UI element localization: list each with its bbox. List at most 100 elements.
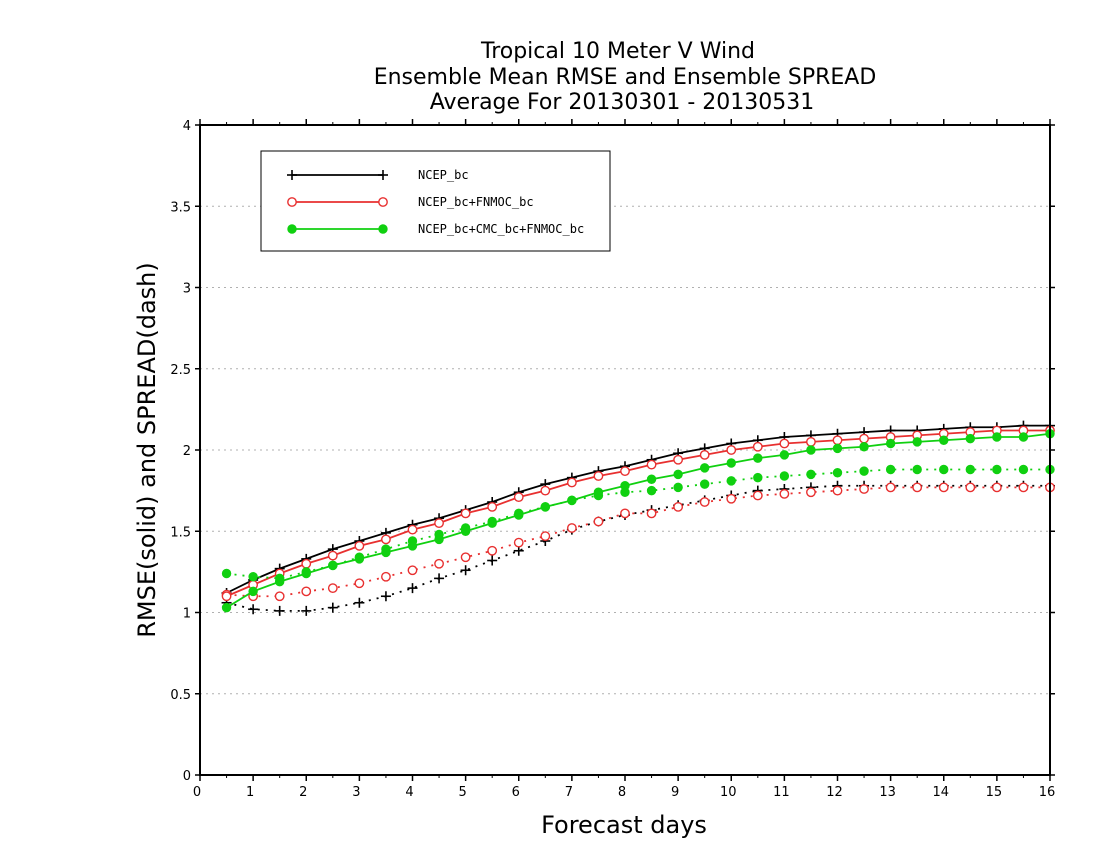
rmse-point (699, 463, 710, 473)
rmse-point (221, 591, 232, 602)
rmse-point (726, 458, 736, 468)
spread-point (354, 597, 365, 608)
rmse-line (226, 424, 1050, 594)
rmse-point (407, 524, 418, 535)
spread-point (752, 490, 763, 501)
x-tick-label: 0 (193, 785, 201, 800)
rmse-point (673, 454, 684, 465)
rmse-point (992, 432, 1002, 442)
y-tick-label: 1.5 (170, 525, 191, 540)
legend-marker-end (378, 197, 388, 207)
rmse-point (274, 576, 285, 587)
spread-point (274, 605, 285, 616)
rmse-point (753, 453, 763, 463)
x-tick-label: 2 (299, 785, 307, 800)
rmse-point (381, 534, 391, 545)
spread-point (248, 572, 258, 582)
x-tick-label: 1 (246, 785, 254, 800)
spread-point (753, 472, 763, 483)
spread-point (726, 476, 736, 486)
rmse-point (487, 501, 498, 512)
spread-point (301, 605, 312, 616)
plot-area (221, 420, 1055, 616)
rmse-point (301, 558, 312, 569)
spread-point (699, 479, 710, 489)
spread-point (380, 591, 391, 602)
x-tick-label: 16 (1039, 785, 1056, 800)
rmse-point (460, 526, 471, 536)
series-NCEP_bc+FNMOC_bc (221, 425, 1055, 602)
rmse-line (226, 429, 1050, 598)
x-tick-label: 3 (352, 785, 360, 800)
rmse-point (327, 550, 338, 561)
rmse-point (965, 433, 976, 444)
spread-point (221, 568, 232, 579)
y-axis-label: RMSE(solid) and SPREAD(dash) (133, 262, 161, 638)
x-tick-label: 6 (512, 785, 520, 800)
y-tick-label: 1 (183, 607, 191, 622)
x-tick-label: 10 (720, 785, 737, 800)
spread-point (620, 508, 630, 519)
rmse-point (806, 445, 816, 455)
rmse-point (593, 471, 604, 481)
spread-point (566, 523, 577, 533)
x-tick-label: 13 (879, 785, 896, 800)
spread-point (912, 482, 923, 493)
spread-point (832, 468, 843, 478)
x-tick-label: 7 (565, 785, 573, 800)
spread-point (274, 591, 285, 602)
rmse-point (487, 518, 497, 528)
rmse-point (806, 436, 816, 447)
rmse-point (567, 495, 577, 506)
spread-point (965, 464, 976, 475)
rmse-point (673, 469, 683, 480)
chart-title-line-2: Ensemble Mean RMSE and Ensemble SPREAD (374, 65, 877, 90)
spread-point (1018, 482, 1029, 493)
chart-title: Tropical 10 Meter V Wind Ensemble Mean R… (374, 39, 877, 115)
spread-point (248, 604, 259, 615)
legend-label: NCEP_bc+CMC_bc+FNMOC_bc (418, 222, 584, 236)
legend-marker-start (287, 197, 297, 207)
rmse-point (540, 502, 551, 512)
legend-marker-end (378, 224, 388, 234)
rmse-point (699, 449, 710, 460)
rmse-point (407, 541, 418, 551)
spread-point (673, 482, 683, 493)
rmse-point (381, 547, 391, 558)
series-NCEP_bc+CMC_bc+FNMOC_bc (221, 429, 1055, 613)
rmse-point (354, 540, 365, 551)
x-tick-label: 14 (932, 785, 949, 800)
rmse-point (779, 450, 790, 460)
x-tick-label: 9 (671, 785, 679, 800)
rmse-point (221, 602, 232, 613)
grid-lines (200, 205, 1050, 695)
spread-point (460, 565, 471, 576)
spread-point (939, 464, 949, 475)
rmse-point (779, 438, 790, 449)
legend-marker-start (287, 224, 297, 234)
spread-point (646, 508, 657, 519)
legend-entry: NCEP_bc+CMC_bc+FNMOC_bc (287, 222, 584, 236)
rmse-point (885, 438, 896, 449)
x-tick-label: 11 (773, 785, 790, 800)
spread-point (434, 558, 444, 569)
x-tick-label: 4 (405, 785, 413, 800)
spread-point (885, 482, 896, 493)
spread-point (859, 484, 869, 494)
rmse-point (566, 477, 577, 488)
chart-title-line-1: Tropical 10 Meter V Wind (480, 39, 755, 64)
rmse-point (593, 487, 604, 497)
rmse-point (620, 481, 630, 491)
rmse-point (859, 433, 869, 444)
spread-point (832, 485, 843, 496)
legend-label: NCEP_bc (418, 168, 469, 182)
spread-point (301, 586, 312, 597)
legend-label: NCEP_bc+FNMOC_bc (418, 195, 534, 209)
spread-point (992, 464, 1002, 475)
rmse-point (620, 466, 630, 477)
legend-box (260, 150, 611, 252)
spread-point (991, 482, 1002, 493)
spread-point (726, 493, 737, 504)
spread-point (779, 471, 790, 481)
